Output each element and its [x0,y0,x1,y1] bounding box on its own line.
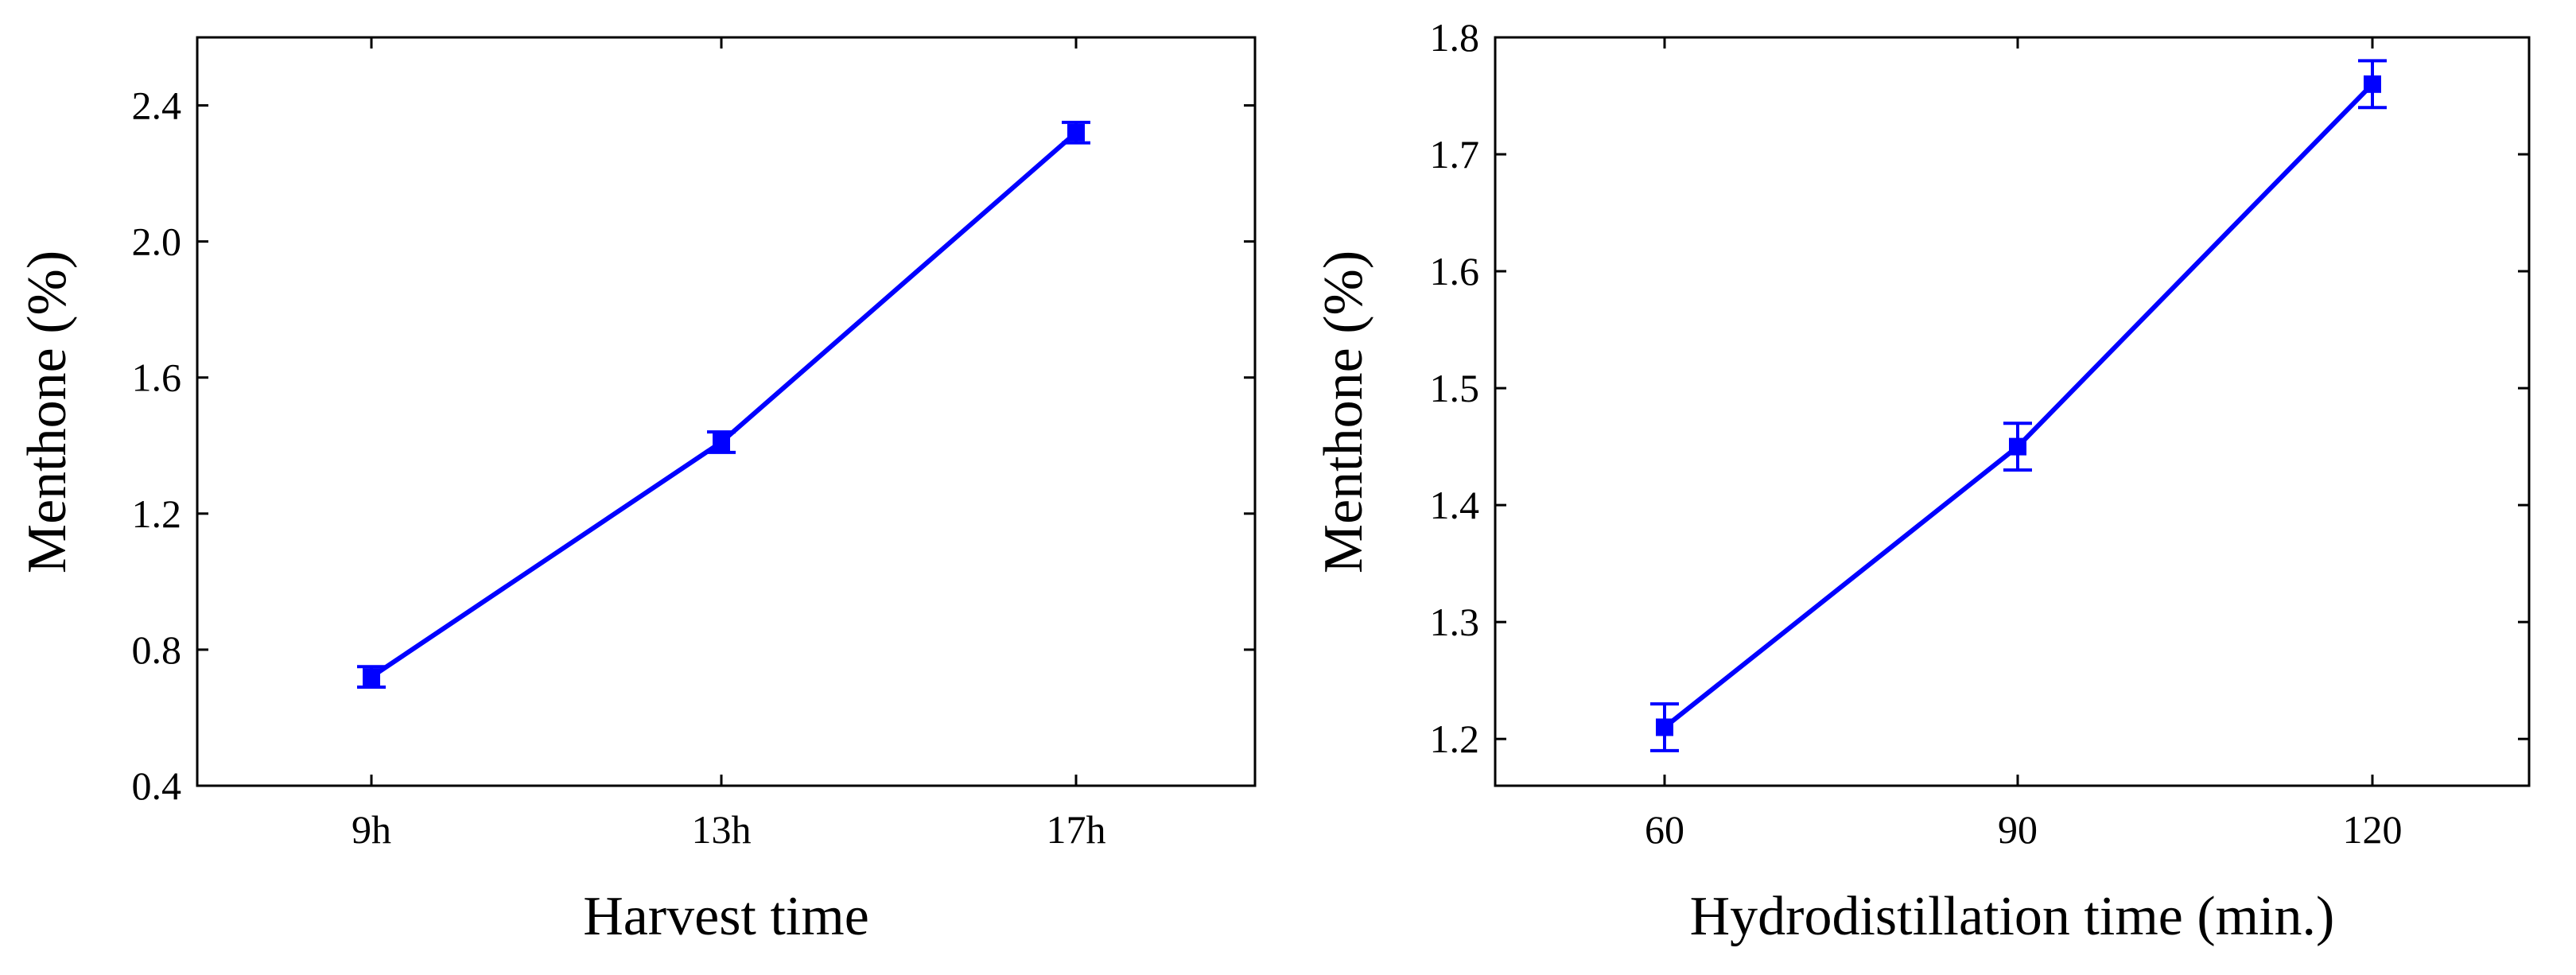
y-tick-label: 2.4 [132,84,182,128]
data-point [1067,123,1085,142]
x-tick-label: 90 [1998,807,2038,852]
y-tick-label: 0.8 [132,627,182,672]
data-point [1656,718,1673,736]
y-tick-label: 1.6 [132,355,182,400]
series-line [370,130,1078,679]
chart-harvest-time: 0.4 0.8 1.2 1.6 2.0 2.4 9h 13h 17h Harvest time… [17,36,1257,947]
x-tick-label: 17h [1047,807,1106,852]
data-point [713,433,730,451]
y-tick-label: 1.4 [1430,483,1480,527]
x-tick-label: 60 [1645,807,1684,852]
x-tick-label: 9h [352,807,391,852]
x-axis-ticks: 60 90 120 [1645,37,2403,852]
y-axis-ticks: 0.4 0.8 1.2 1.6 2.0 2.4 [132,84,1255,808]
y-axis-title: Menthone (%) [17,251,78,573]
y-tick-label: 1.5 [1430,366,1480,410]
series-menthone [1650,59,2387,752]
data-point [2364,75,2381,93]
y-tick-label: 1.6 [1430,249,1480,293]
data-point [2009,437,2026,456]
x-tick-label: 13h [692,807,752,852]
y-tick-label: 1.8 [1430,15,1480,60]
series-line [1663,82,2375,729]
y-tick-label: 2.0 [132,219,182,264]
data-point [363,668,380,686]
y-tick-label: 1.2 [132,491,182,536]
x-tick-label: 120 [2343,807,2403,852]
x-axis-title: Hydrodistillation time (min.) [1690,886,2335,947]
plot-frame [1494,36,2531,787]
chart-hydrodistillation-time: 1.2 1.3 1.4 1.5 1.6 1.7 1.8 60 90 120 Hydrodisti… [1313,15,2531,947]
y-tick-label: 1.3 [1430,600,1480,644]
plot-frame [196,36,1257,787]
y-tick-label: 0.4 [132,763,182,808]
series-menthone [357,120,1090,689]
y-tick-label: 1.7 [1430,132,1480,177]
y-axis-ticks: 1.2 1.3 1.4 1.5 1.6 1.7 1.8 [1430,15,2529,761]
x-axis-ticks: 9h 13h 17h [352,37,1106,852]
y-tick-label: 1.2 [1430,717,1480,761]
x-axis-title: Harvest time [583,886,869,947]
y-axis-title: Menthone (%) [1313,251,1374,573]
